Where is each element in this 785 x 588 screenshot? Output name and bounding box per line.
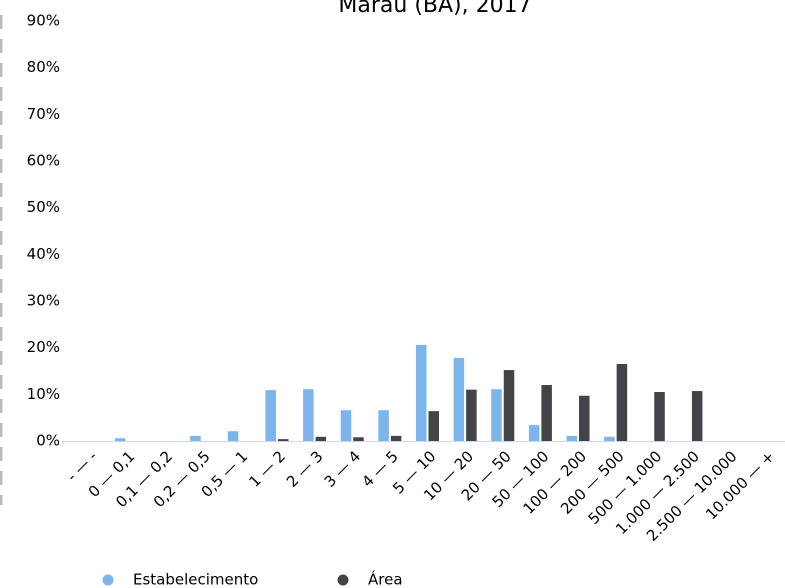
bar <box>616 364 628 441</box>
legend-label: Estabelecimento <box>133 571 258 588</box>
y-tick-label: 70% <box>27 105 60 123</box>
bar <box>503 370 515 441</box>
bar <box>390 435 402 441</box>
chart-title: Maraú (BA), 2017 <box>338 0 531 18</box>
bar <box>466 389 477 441</box>
bar <box>566 435 578 441</box>
bar <box>604 436 615 441</box>
bar <box>428 411 439 441</box>
x-tick-label: 3 — 4 <box>321 447 365 491</box>
bar <box>691 391 703 441</box>
bar <box>114 438 126 441</box>
bar <box>654 392 665 441</box>
legend-marker <box>102 574 114 586</box>
bar <box>190 435 201 441</box>
bar <box>227 431 239 441</box>
y-tick-label: 0% <box>36 432 60 450</box>
y-tick-label: 40% <box>27 245 60 263</box>
y-tick-label: 60% <box>27 152 60 170</box>
bar <box>416 344 427 441</box>
bar <box>579 395 590 441</box>
bar <box>541 385 552 441</box>
y-tick-label: 20% <box>27 338 60 356</box>
legend-label: Área <box>368 570 403 588</box>
bar <box>353 437 364 441</box>
bar <box>340 410 352 441</box>
y-tick-label: 90% <box>27 12 60 30</box>
bar <box>277 439 289 441</box>
x-tick-label: 1 — 2 <box>245 447 289 491</box>
y-tick-label: 10% <box>27 385 60 403</box>
bar <box>378 410 389 441</box>
legend-marker <box>337 574 349 586</box>
y-tick-label: 80% <box>27 58 60 76</box>
bar <box>303 389 314 441</box>
x-tick-label: 2 — 3 <box>283 447 327 491</box>
bar <box>453 357 465 441</box>
bar <box>491 389 502 441</box>
bar <box>265 390 276 441</box>
y-tick-label: 30% <box>27 292 60 310</box>
bar <box>315 436 327 441</box>
y-tick-label: 50% <box>27 198 60 216</box>
bar <box>528 425 540 441</box>
